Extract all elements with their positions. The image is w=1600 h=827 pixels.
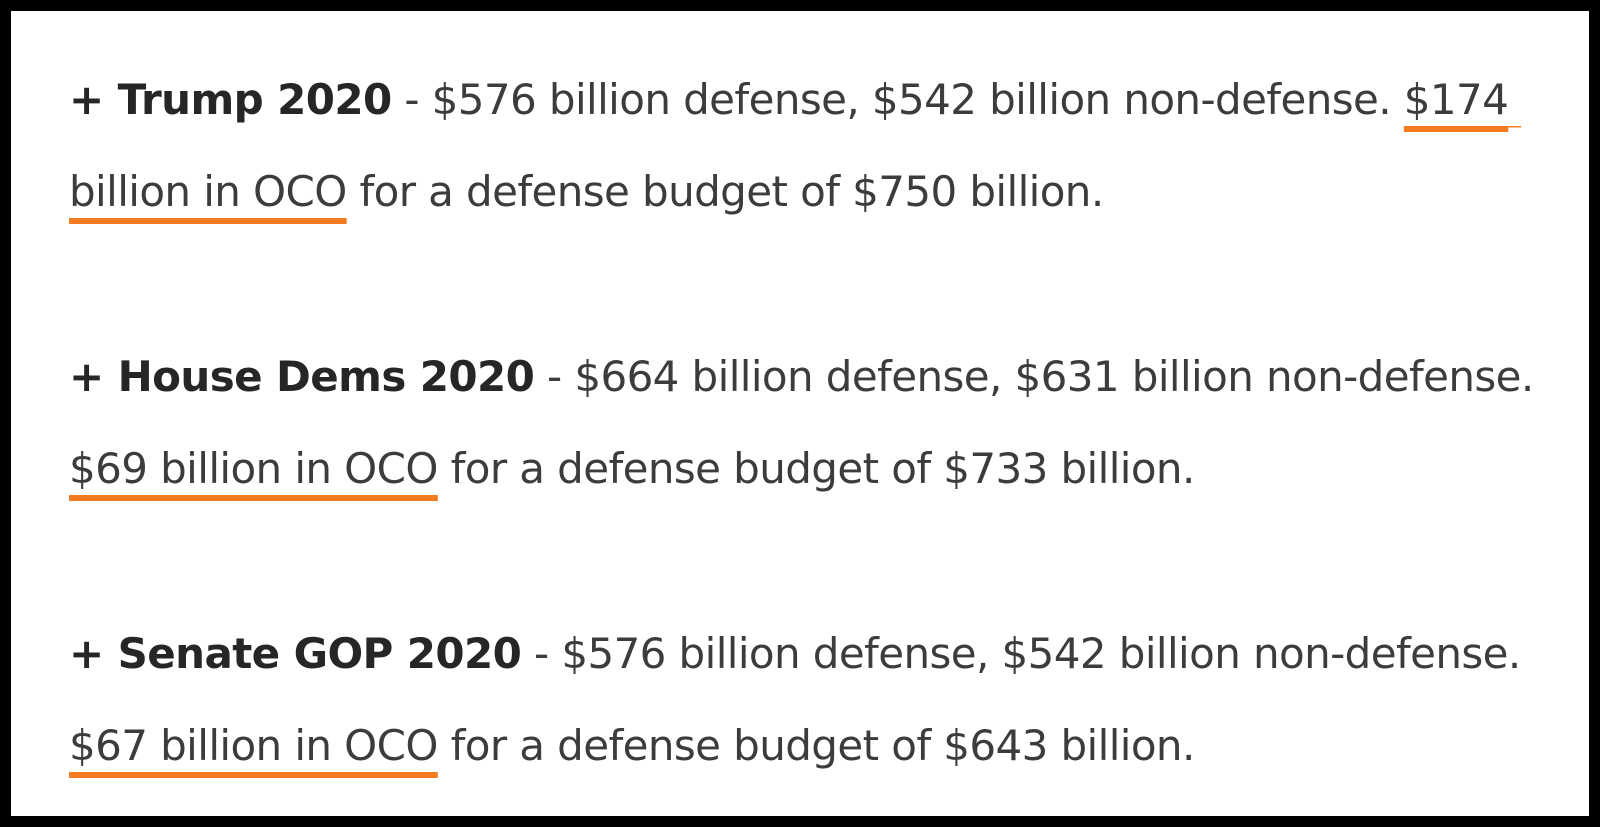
entry-summary: - $576 billion defense, $542 billion non… (391, 75, 1392, 124)
budget-entry-senate-gop-2020: + Senate GOP 2020 - $576 billion defense… (69, 608, 1565, 792)
entry-spacer (1521, 629, 1547, 678)
budget-entry-house-dems-2020: + House Dems 2020 - $664 billion defense… (69, 331, 1565, 515)
oco-underlined-text: $67 billion in OCO (69, 721, 438, 770)
entry-spacer (1391, 75, 1404, 124)
entry-tail: for a defense budget of $643 billion. (437, 721, 1196, 770)
entry-tail: for a defense budget of $733 billion. (437, 444, 1196, 493)
entry-tail: for a defense budget of $750 billion. (346, 167, 1104, 216)
entry-summary: - $576 billion defense, $542 billion non… (521, 629, 1521, 678)
entry-heading: + House Dems 2020 (69, 352, 535, 401)
entry-spacer (1534, 352, 1560, 401)
oco-underlined-text: $174 billion in OCO (69, 75, 1522, 216)
entry-heading: + Trump 2020 (69, 75, 392, 124)
entry-heading: + Senate GOP 2020 (69, 629, 522, 678)
entry-summary: - $664 billion defense, $631 billion non… (534, 352, 1534, 401)
budget-entry-trump-2020: + Trump 2020 - $576 billion defense, $54… (69, 54, 1565, 238)
oco-underlined-text: $69 billion in OCO (69, 444, 438, 493)
